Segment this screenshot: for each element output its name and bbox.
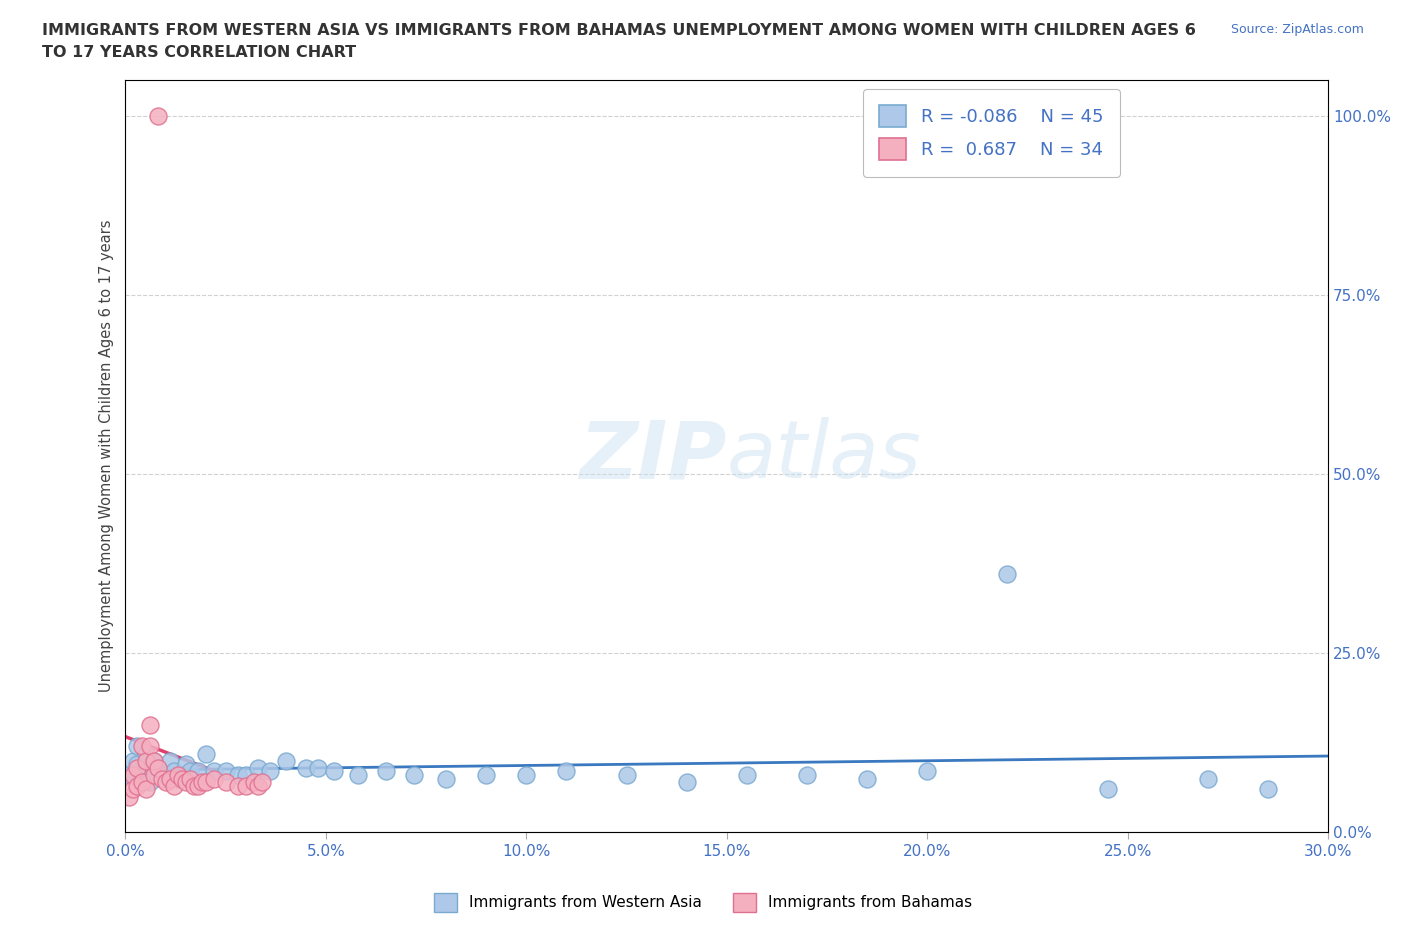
Point	[146, 109, 169, 124]
Point	[159, 753, 181, 768]
Point	[150, 771, 173, 786]
Point	[159, 771, 181, 786]
Point	[170, 771, 193, 786]
Point	[134, 753, 156, 768]
Point	[997, 567, 1019, 582]
Point	[202, 764, 225, 779]
Point	[194, 775, 217, 790]
Point	[174, 757, 197, 772]
Point	[856, 771, 879, 786]
Point	[146, 761, 169, 776]
Point	[347, 767, 370, 782]
Point	[155, 767, 177, 782]
Point	[1197, 771, 1219, 786]
Point	[226, 767, 249, 782]
Y-axis label: Unemployment Among Women with Children Ages 6 to 17 years: Unemployment Among Women with Children A…	[100, 220, 114, 693]
Point	[190, 775, 212, 790]
Point	[246, 761, 269, 776]
Point	[174, 775, 197, 790]
Point	[118, 767, 141, 782]
Text: TO 17 YEARS CORRELATION CHART: TO 17 YEARS CORRELATION CHART	[42, 45, 356, 60]
Point	[375, 764, 398, 779]
Point	[146, 761, 169, 776]
Point	[675, 775, 697, 790]
Point	[131, 775, 153, 790]
Point	[796, 767, 818, 782]
Text: atlas: atlas	[727, 418, 921, 496]
Point	[131, 767, 153, 782]
Point	[138, 717, 160, 732]
Point	[131, 739, 153, 754]
Point	[127, 757, 149, 772]
Point	[162, 778, 184, 793]
Point	[1257, 782, 1279, 797]
Point	[166, 767, 188, 782]
Legend: R = -0.086    N = 45, R =  0.687    N = 34: R = -0.086 N = 45, R = 0.687 N = 34	[863, 89, 1119, 177]
Point	[515, 767, 537, 782]
Point	[142, 767, 165, 782]
Point	[122, 782, 145, 797]
Point	[735, 767, 758, 782]
Point	[295, 761, 318, 776]
Point	[162, 764, 184, 779]
Point	[179, 764, 201, 779]
Point	[138, 775, 160, 790]
Point	[138, 739, 160, 754]
Point	[122, 767, 145, 782]
Point	[127, 778, 149, 793]
Point	[434, 771, 457, 786]
Point	[187, 778, 209, 793]
Text: IMMIGRANTS FROM WESTERN ASIA VS IMMIGRANTS FROM BAHAMAS UNEMPLOYMENT AMONG WOMEN: IMMIGRANTS FROM WESTERN ASIA VS IMMIGRAN…	[42, 23, 1197, 38]
Point	[122, 753, 145, 768]
Point	[202, 771, 225, 786]
Point	[475, 767, 498, 782]
Point	[134, 746, 156, 761]
Point	[118, 790, 141, 804]
Text: ZIP: ZIP	[579, 418, 727, 496]
Point	[250, 775, 273, 790]
Point	[134, 761, 156, 776]
Point	[127, 761, 149, 776]
Point	[242, 775, 264, 790]
Point	[307, 761, 329, 776]
Point	[616, 767, 638, 782]
Point	[215, 775, 238, 790]
Point	[183, 778, 205, 793]
Point	[555, 764, 578, 779]
Point	[1097, 782, 1119, 797]
Point	[915, 764, 938, 779]
Point	[179, 771, 201, 786]
Point	[134, 782, 156, 797]
Point	[155, 775, 177, 790]
Point	[259, 764, 281, 779]
Point	[235, 778, 257, 793]
Point	[187, 764, 209, 779]
Point	[274, 753, 297, 768]
Legend: Immigrants from Western Asia, Immigrants from Bahamas: Immigrants from Western Asia, Immigrants…	[427, 887, 979, 918]
Point	[215, 764, 238, 779]
Point	[323, 764, 346, 779]
Point	[404, 767, 426, 782]
Point	[142, 753, 165, 768]
Point	[235, 767, 257, 782]
Text: Source: ZipAtlas.com: Source: ZipAtlas.com	[1230, 23, 1364, 36]
Point	[246, 778, 269, 793]
Point	[142, 753, 165, 768]
Point	[226, 778, 249, 793]
Point	[127, 739, 149, 754]
Point	[166, 771, 188, 786]
Point	[194, 746, 217, 761]
